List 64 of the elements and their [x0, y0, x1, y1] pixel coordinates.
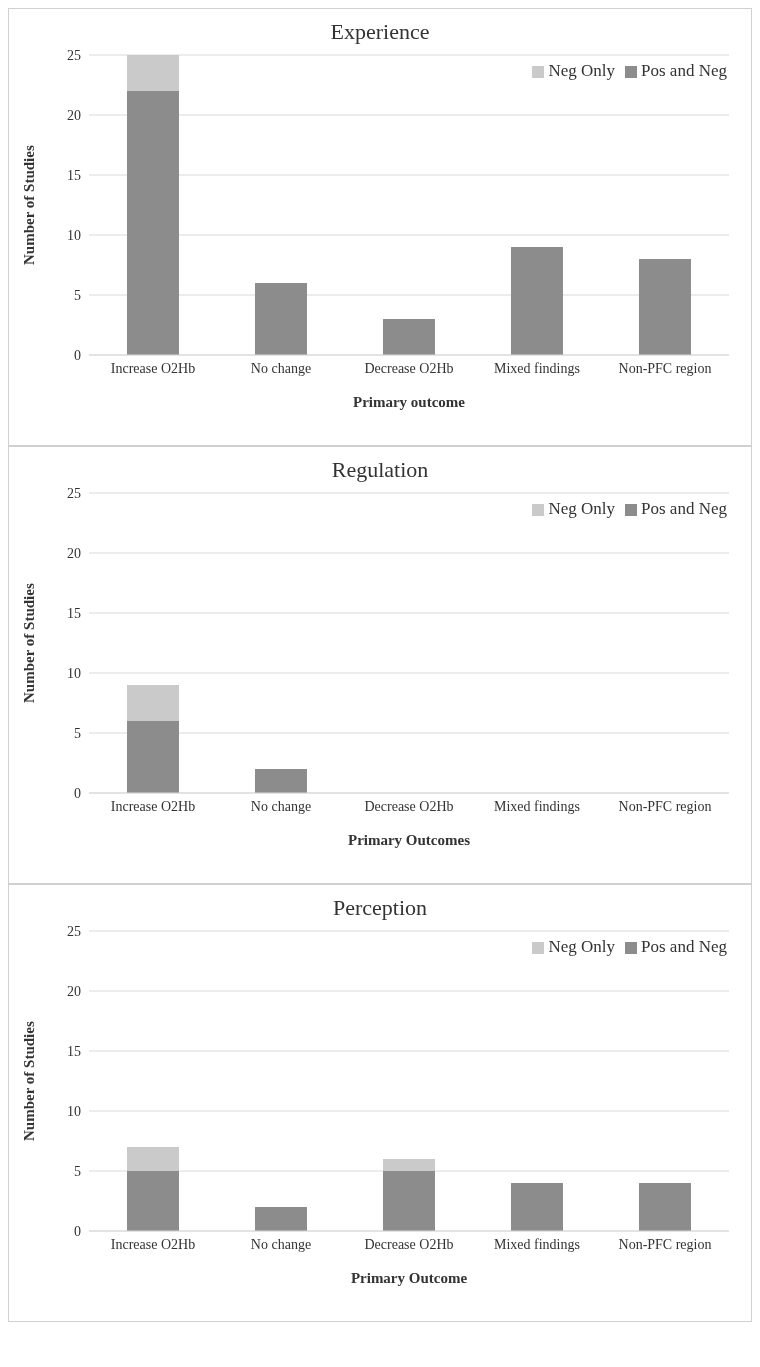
y-tick-label: 25 [67, 923, 81, 939]
bar [127, 721, 179, 793]
x-tick-label: Non-PFC region [618, 360, 712, 376]
bar [639, 1183, 691, 1231]
x-tick-label: Non-PFC region [618, 798, 712, 814]
chart-title: Regulation [330, 456, 430, 483]
legend-label: Neg Only [548, 937, 616, 956]
x-tick-label: No change [250, 360, 312, 376]
x-tick-label: Decrease O2Hb [364, 360, 454, 376]
bar [127, 55, 179, 91]
chart-title: Perception [331, 894, 429, 921]
x-tick-label: Increase O2Hb [110, 1236, 196, 1252]
bar [255, 769, 307, 793]
x-tick-label: Decrease O2Hb [364, 1236, 454, 1252]
bar [511, 247, 563, 355]
x-tick-label: No change [250, 1236, 312, 1252]
x-axis-title: Primary outcome [352, 394, 466, 410]
y-tick-label: 15 [67, 1043, 81, 1059]
y-tick-label: 0 [74, 1223, 81, 1239]
x-tick-label: Increase O2Hb [110, 798, 196, 814]
legend-label: Pos and Neg [641, 61, 727, 80]
bar [127, 685, 179, 721]
bar [255, 283, 307, 355]
y-axis-title: Number of Studies [21, 145, 38, 265]
bar [383, 1171, 435, 1231]
y-tick-label: 10 [67, 1103, 81, 1119]
bar [127, 91, 179, 355]
x-tick-label: Mixed findings [494, 798, 580, 814]
y-tick-label: 20 [67, 107, 81, 123]
x-tick-label: Decrease O2Hb [364, 798, 454, 814]
x-tick-label: No change [250, 798, 312, 814]
y-tick-label: 0 [74, 347, 81, 363]
y-tick-label: 5 [74, 725, 81, 741]
x-tick-label: Mixed findings [494, 360, 580, 376]
x-tick-label: Increase O2Hb [110, 360, 196, 376]
y-tick-label: 5 [74, 287, 81, 303]
y-tick-label: 15 [67, 167, 81, 183]
y-tick-label: 10 [67, 227, 81, 243]
y-tick-label: 25 [67, 485, 81, 501]
legend-label: Neg Only [548, 499, 616, 518]
y-tick-label: 15 [67, 605, 81, 621]
chart-title: Experience [329, 18, 431, 45]
y-tick-label: 20 [67, 545, 81, 561]
y-axis-title: Number of Studies [21, 1021, 38, 1141]
y-tick-label: 5 [74, 1163, 81, 1179]
bar [383, 319, 435, 355]
legend-label: Pos and Neg [641, 499, 727, 518]
y-tick-label: 20 [67, 983, 81, 999]
y-tick-label: 25 [67, 47, 81, 63]
bar [127, 1147, 179, 1171]
bar [639, 259, 691, 355]
x-tick-label: Mixed findings [494, 1236, 580, 1252]
bar [511, 1183, 563, 1231]
bar [383, 1159, 435, 1171]
y-tick-label: 10 [67, 665, 81, 681]
y-axis-title: Number of Studies [21, 583, 38, 703]
x-tick-label: Non-PFC region [618, 1236, 712, 1252]
legend-label: Pos and Neg [641, 937, 727, 956]
x-axis-title: Primary Outcome [350, 1270, 468, 1286]
x-axis-title: Primary Outcomes [347, 832, 471, 848]
legend-label: Neg Only [548, 61, 616, 80]
bar [127, 1171, 179, 1231]
bar [255, 1207, 307, 1231]
y-tick-label: 0 [74, 785, 81, 801]
